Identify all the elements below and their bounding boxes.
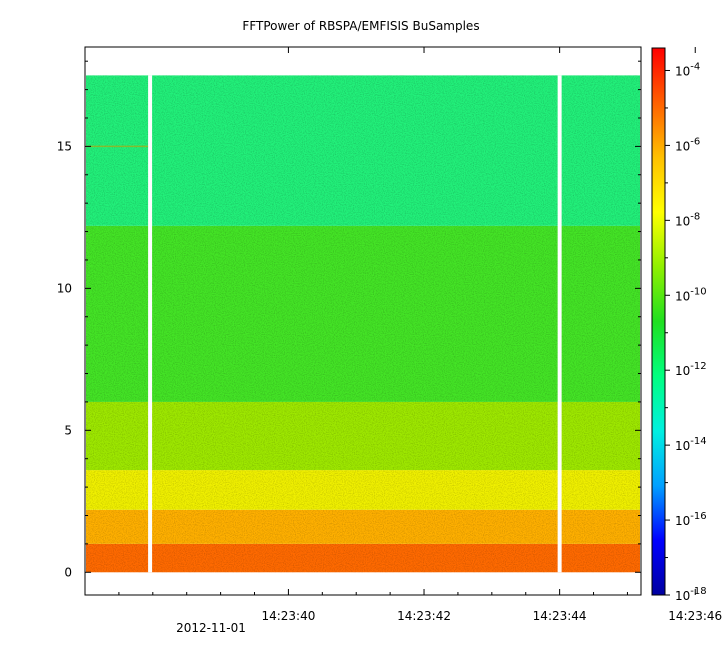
y-tick-label: 0 xyxy=(64,565,72,579)
y-tick-label: 10 xyxy=(57,281,72,295)
colorbar-tick-label: 10-4 xyxy=(675,61,700,78)
colorbar-tick-label: 10-18 xyxy=(675,586,707,603)
colorbar-tick-label: 10-6 xyxy=(675,136,700,153)
y-tick-label: 15 xyxy=(57,139,72,153)
data-gap-1 xyxy=(557,75,562,573)
x-tick-label: 14:23:42 xyxy=(397,609,451,623)
colorbar-tick-label: 10-12 xyxy=(675,361,707,378)
chart-title: FFTPower of RBSPA/EMFISIS BuSamples xyxy=(242,19,479,33)
x-tick-label: 14:23:40 xyxy=(261,609,315,623)
y-tick-label: 5 xyxy=(64,423,72,437)
plot-area xyxy=(86,75,640,573)
colorbar-tick-label: 10-8 xyxy=(675,211,700,228)
noise-texture xyxy=(86,75,640,573)
y-axis: 0 5 10 15 xyxy=(57,60,641,579)
x-tick-label: 14:23:44 xyxy=(533,609,587,623)
data-gap-0 xyxy=(148,75,153,573)
x-axis: 14:23:40 14:23:42 14:23:44 14:23:46 xyxy=(118,47,722,623)
x-axis-date-label: 2012-11-01 xyxy=(176,621,246,635)
plot-frame xyxy=(84,46,642,596)
colorbar-tick-label: 10-16 xyxy=(675,511,707,528)
colorbar-scale xyxy=(651,47,666,596)
colorbar: 10-4 10-6 10-8 10-10 10-12 10-14 10-16 10-18 xyxy=(651,47,707,603)
colorbar-tick-label: 10-14 xyxy=(675,436,707,453)
x-tick-label: 14:23:46 xyxy=(668,609,722,623)
colorbar-tick-label: 10-10 xyxy=(675,286,707,303)
